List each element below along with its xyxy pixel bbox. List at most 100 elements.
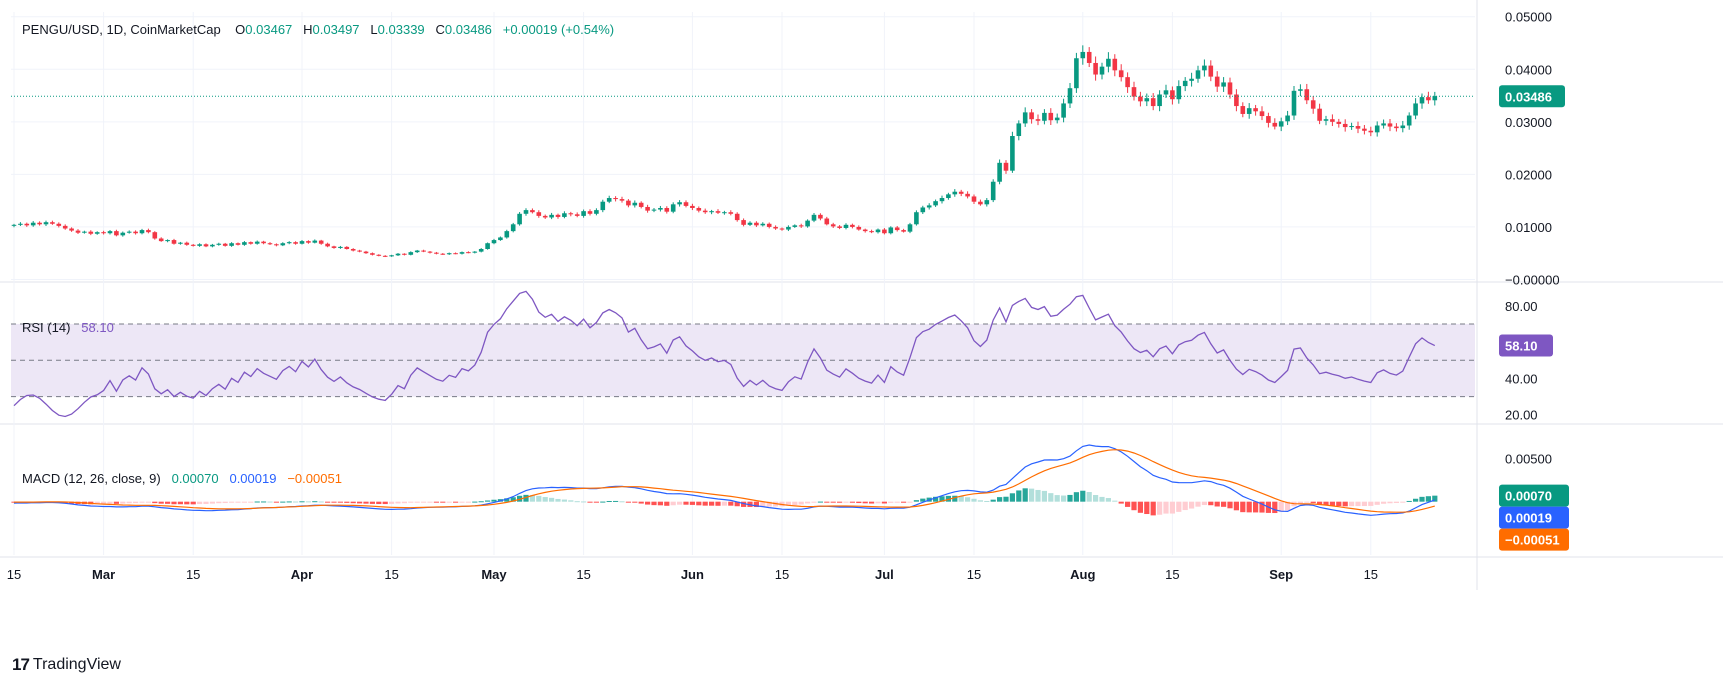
macd-histogram-bar xyxy=(1073,492,1079,502)
macd-histogram-bar xyxy=(171,501,177,505)
macd-histogram-bar xyxy=(689,501,695,505)
candle-body xyxy=(229,243,234,246)
macd-histogram-bar xyxy=(427,501,433,503)
rsi-title: RSI (14) xyxy=(22,320,71,335)
macd-histogram-bar xyxy=(760,501,766,507)
macd-histogram-bar xyxy=(421,501,427,503)
candle-body xyxy=(267,243,273,245)
macd-histogram-bar xyxy=(453,501,459,503)
macd-histogram-bar xyxy=(158,501,164,504)
candle-body xyxy=(1278,121,1284,127)
macd-histogram-bar xyxy=(325,501,331,503)
candle-body xyxy=(734,213,740,221)
macd-histogram-bar xyxy=(248,501,254,503)
time-axis-label: 15 xyxy=(7,567,21,582)
time-axis-label: Jul xyxy=(875,567,894,582)
macd-histogram-bar xyxy=(888,501,894,503)
macd-histogram-bar xyxy=(1406,500,1412,502)
macd-histogram-bar xyxy=(363,501,369,504)
macd-histogram-bar xyxy=(1304,501,1310,503)
macd-histogram-bar xyxy=(312,501,318,503)
macd-histogram-bar xyxy=(1201,501,1207,506)
macd-histogram-bar xyxy=(113,501,119,504)
candle-body xyxy=(555,214,561,217)
rsi-value: 58.10 xyxy=(81,320,114,335)
macd-histogram-bar xyxy=(1169,501,1175,514)
macd-histogram-bar xyxy=(139,501,145,503)
candle-body xyxy=(1330,119,1335,122)
candle-body xyxy=(811,214,817,221)
candle-body xyxy=(146,230,151,233)
candle-body xyxy=(843,224,849,228)
macd-histogram-bar xyxy=(1240,501,1246,513)
macd-histogram-bar xyxy=(1125,501,1131,507)
rsi-line xyxy=(13,290,1436,418)
candle-body xyxy=(747,222,753,225)
macd-histogram-bar xyxy=(920,498,926,502)
macd-histogram-bar xyxy=(1176,501,1182,512)
macd-histogram-bar xyxy=(664,501,670,506)
macd-histogram-bar xyxy=(1336,501,1342,507)
tradingview-brand[interactable]: 17 TradingView xyxy=(12,655,121,675)
macd-histogram-bar xyxy=(1387,501,1393,504)
candle-body xyxy=(402,253,407,255)
candle-body xyxy=(619,199,625,201)
candle-body xyxy=(24,223,30,226)
candle-body xyxy=(600,201,606,211)
price-tick-label: 0.03000 xyxy=(1505,115,1552,130)
candle-body xyxy=(133,231,138,234)
candle-body xyxy=(1003,162,1009,171)
close-label: C xyxy=(435,22,445,37)
macd-histogram-bar xyxy=(254,501,260,503)
macd-histogram-bar xyxy=(478,501,484,503)
macd-histogram-bar xyxy=(1048,493,1054,502)
macd-histogram-bar xyxy=(1297,501,1303,504)
candle-body xyxy=(632,202,638,206)
time-axis-label: 15 xyxy=(186,567,200,582)
candle-body xyxy=(760,223,766,226)
candle-body xyxy=(37,222,42,225)
candle-body xyxy=(18,223,23,225)
macd-histogram-bar xyxy=(721,501,727,506)
time-axis-label: 15 xyxy=(967,567,981,582)
candle-body xyxy=(696,208,702,211)
macd-histogram-bar xyxy=(670,501,676,506)
time-axis-label: 15 xyxy=(775,567,789,582)
candle-body xyxy=(939,198,945,202)
macd-histogram-bar xyxy=(523,494,529,502)
candle-body xyxy=(594,210,599,214)
macd-histogram-bar xyxy=(101,501,107,505)
candle-body xyxy=(1426,97,1431,101)
candle-body xyxy=(389,255,394,257)
macd-histogram-bar xyxy=(933,496,939,502)
candle-body xyxy=(1266,116,1271,123)
time-axis-label: Mar xyxy=(92,567,115,582)
candle-body xyxy=(1400,125,1406,129)
macd-histogram-bar xyxy=(376,501,382,505)
candle-body xyxy=(427,251,433,253)
macd-line-tag xyxy=(1499,506,1569,529)
candle-body xyxy=(1048,112,1054,121)
macd-histogram-bar xyxy=(280,501,286,503)
candle-body xyxy=(722,212,727,214)
macd-histogram-bar xyxy=(152,501,158,504)
macd-histogram-bar xyxy=(1022,488,1028,502)
candle-body xyxy=(952,191,958,195)
candle-body xyxy=(1093,62,1098,75)
candle-body xyxy=(850,224,855,227)
macd-histogram-bar xyxy=(1285,501,1291,511)
candle-body xyxy=(440,253,446,255)
candle-body xyxy=(306,241,311,243)
candle-body xyxy=(350,248,356,251)
macd-histogram-bar xyxy=(907,501,913,503)
macd-histogram-bar xyxy=(568,500,574,502)
tradingview-logo-icon: 17 xyxy=(12,655,30,674)
macd-histogram-bar xyxy=(837,501,843,503)
candle-body xyxy=(773,226,778,229)
macd-histogram-bar xyxy=(1080,490,1086,502)
candle-body xyxy=(165,240,170,242)
candle-body xyxy=(1125,77,1130,88)
macd-signal-tag-label: −0.00051 xyxy=(1505,533,1560,548)
macd-histogram-bar xyxy=(606,500,612,502)
